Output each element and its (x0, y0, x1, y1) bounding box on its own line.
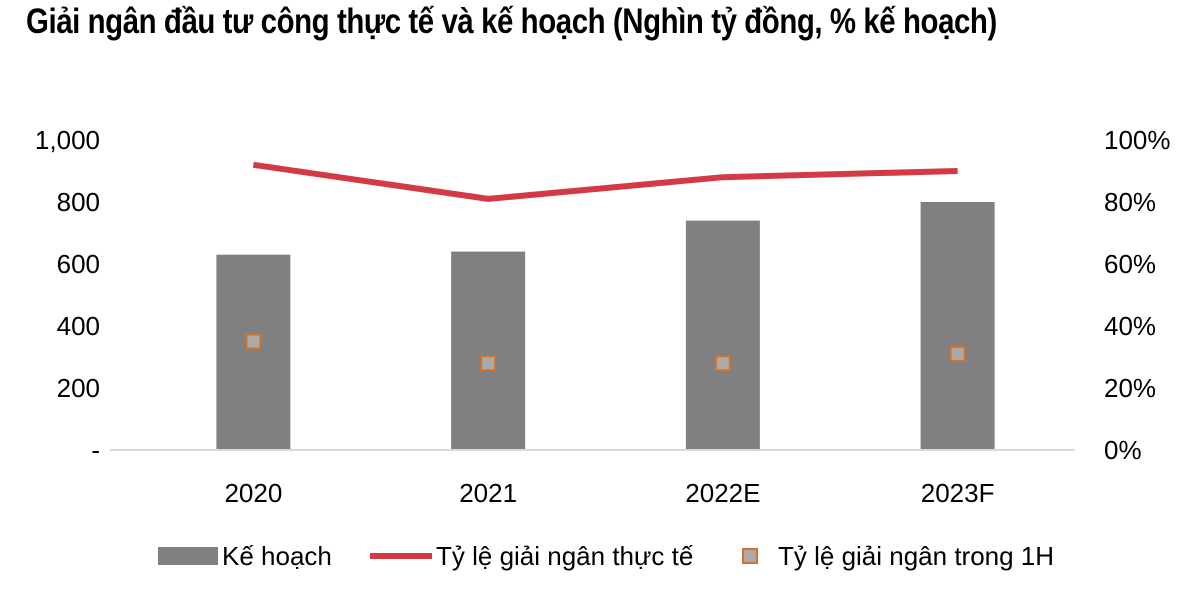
x-tick-label: 2021 (459, 478, 517, 508)
left-tick-label: 400 (57, 311, 100, 341)
legend-swatch-marker (742, 548, 758, 564)
marker-1h-2020 (245, 333, 262, 350)
left-tick-label: 600 (57, 249, 100, 279)
marker-1h-2021 (480, 355, 497, 372)
right-tick-label: 20% (1104, 373, 1156, 403)
bar-2020 (216, 254, 291, 450)
left-tick-label: - (91, 435, 100, 465)
left-tick-label: 800 (57, 187, 100, 217)
right-tick-label: 100% (1104, 125, 1171, 155)
right-tick-label: 40% (1104, 311, 1156, 341)
marker-1h-2023F (949, 345, 966, 362)
x-tick-label: 2020 (224, 478, 282, 508)
legend: Kế hoạch Tỷ lệ giải ngân thực tế Tỷ lệ giả… (158, 541, 1054, 571)
chart-title: Giải ngân đầu tư công thực tế và kế hoạc… (26, 2, 997, 41)
legend-label-marker: Tỷ lệ giải ngân trong 1H (778, 541, 1054, 571)
bars-layer (216, 202, 995, 450)
legend-label-bar: Kế hoạch (222, 541, 332, 571)
right-axis-ticks: 0% 20% 40% 60% 80% 100% (1104, 125, 1171, 465)
markers-layer (245, 333, 966, 372)
left-tick-label: 1,000 (35, 125, 100, 155)
legend-swatch-bar (158, 547, 218, 565)
right-tick-label: 0% (1104, 435, 1142, 465)
left-tick-label: 200 (57, 373, 100, 403)
right-tick-label: 60% (1104, 249, 1156, 279)
x-tick-label: 2022E (685, 478, 760, 508)
marker-1h-2022E (714, 355, 731, 372)
bar-2021 (451, 251, 526, 450)
line-actual-disbursement (252, 161, 958, 202)
bar-2023F (920, 202, 995, 450)
x-tick-label: 2023F (921, 478, 995, 508)
bar-2022E (685, 220, 760, 450)
x-axis-ticks: 2020 2021 2022E 2023F (224, 478, 994, 508)
right-tick-label: 80% (1104, 187, 1156, 217)
left-axis-ticks: - 200 400 600 800 1,000 (35, 125, 100, 465)
legend-label-line: Tỷ lệ giải ngân thực tế (436, 541, 694, 571)
line-layer (252, 161, 958, 202)
